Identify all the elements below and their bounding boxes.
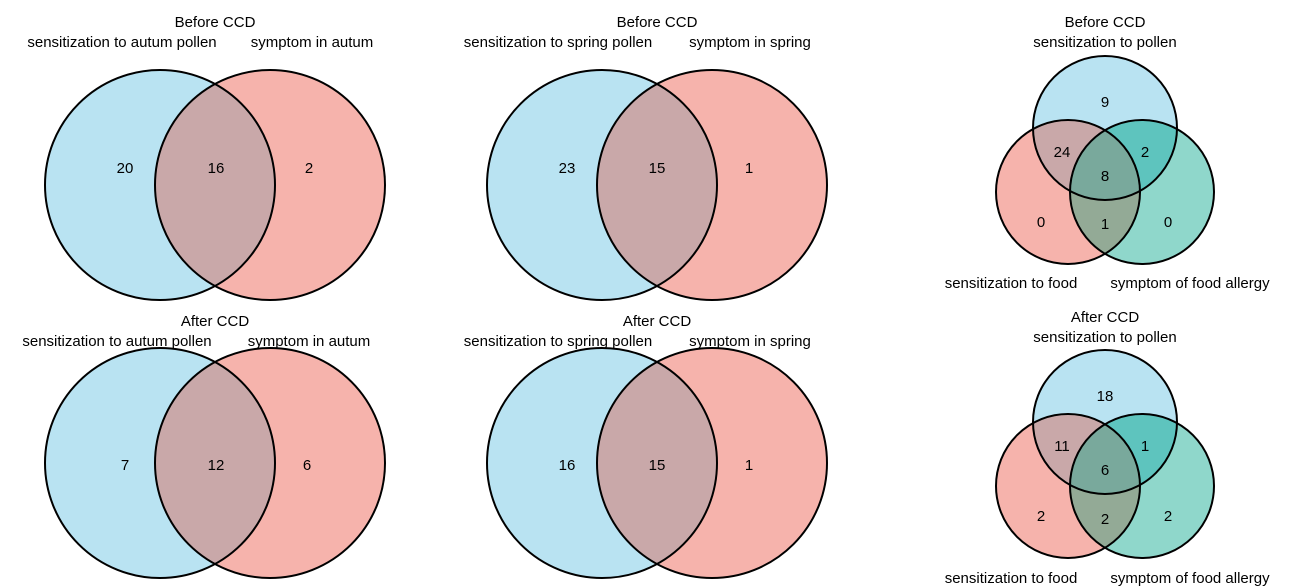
count-left-only: 7	[121, 457, 129, 474]
circle-left-outline	[44, 69, 276, 301]
count-right-only: 1	[745, 160, 753, 177]
panel-title: Before CCD	[617, 14, 698, 31]
venn-autumn-after: After CCD sensitization to autum pollen …	[22, 313, 386, 579]
venn-spring-before: Before CCD sensitization to spring polle…	[464, 14, 828, 301]
set-label-left: sensitization to spring pollen	[464, 34, 652, 51]
set-label-left: sensitization to food	[945, 570, 1078, 587]
set-label-left: sensitization to autum pollen	[27, 34, 216, 51]
count-symptom-only: 2	[1164, 508, 1172, 525]
overlap-region	[155, 70, 275, 300]
set-label-right: symptom of food allergy	[1110, 275, 1270, 292]
count-right-only: 2	[305, 160, 313, 177]
count-left-only: 23	[559, 160, 576, 177]
count-food-symptom: 1	[1101, 216, 1109, 233]
count-pollen-food: 11	[1054, 438, 1070, 455]
set-label-right: symptom in autum	[248, 333, 371, 350]
count-right-only: 1	[745, 457, 753, 474]
count-pollen-symptom: 1	[1141, 438, 1149, 455]
count-symptom-only: 0	[1164, 214, 1172, 231]
circle-right-outline	[154, 69, 386, 301]
set-label-top: sensitization to pollen	[1033, 34, 1176, 51]
count-all: 6	[1101, 462, 1109, 479]
overlap-region	[155, 348, 275, 578]
overlap-region	[597, 70, 717, 300]
count-left-only: 16	[559, 457, 576, 474]
circle-left-outline	[995, 413, 1141, 559]
circle-right-outline	[154, 347, 386, 579]
circle-right-outline	[1069, 413, 1215, 559]
count-both: 16	[208, 160, 225, 177]
set-label-right: symptom of food allergy	[1110, 570, 1270, 587]
overlap-all	[1070, 414, 1140, 494]
panel-title: After CCD	[181, 313, 250, 330]
count-pollen-only: 18	[1097, 388, 1114, 405]
circle-right-outline	[596, 347, 828, 579]
circle-left-outline	[995, 119, 1141, 265]
set-label-top: sensitization to pollen	[1033, 329, 1176, 346]
set-label-right: symptom in spring	[689, 34, 811, 51]
count-both: 15	[649, 457, 666, 474]
venn-autumn-before: Before CCD sensitization to autum pollen…	[27, 14, 386, 301]
count-food-only: 0	[1037, 214, 1045, 231]
circle-right-outline	[1069, 119, 1215, 265]
count-pollen-symptom: 2	[1141, 144, 1149, 161]
count-both: 12	[208, 457, 225, 474]
set-label-right: symptom in spring	[689, 333, 811, 350]
count-food-only: 2	[1037, 508, 1045, 525]
venn-triple-before: Before CCD sensitization to pollen 9 24 …	[945, 14, 1270, 292]
set-label-left: sensitization to food	[945, 275, 1078, 292]
circle-left-outline	[486, 69, 718, 301]
circle-left-outline	[486, 347, 718, 579]
set-label-left: sensitization to autum pollen	[22, 333, 211, 350]
circle-right-outline	[596, 69, 828, 301]
overlap-all	[1070, 120, 1140, 200]
set-label-right: symptom in autum	[251, 34, 374, 51]
count-both: 15	[649, 160, 666, 177]
count-pollen-food: 24	[1054, 144, 1071, 161]
panel-title: Before CCD	[175, 14, 256, 31]
count-pollen-only: 9	[1101, 94, 1109, 111]
venn-spring-after: After CCD sensitization to spring pollen…	[464, 313, 828, 579]
panel-title: After CCD	[623, 313, 692, 330]
venn-triple-after: After CCD sensitization to pollen 18 11 …	[945, 309, 1270, 587]
panel-title: Before CCD	[1065, 14, 1146, 31]
count-left-only: 20	[117, 160, 134, 177]
overlap-region	[597, 348, 717, 578]
set-label-left: sensitization to spring pollen	[464, 333, 652, 350]
panel-title: After CCD	[1071, 309, 1140, 326]
circle-left-outline	[44, 347, 276, 579]
count-food-symptom: 2	[1101, 511, 1109, 528]
count-all: 8	[1101, 168, 1109, 185]
count-right-only: 6	[303, 457, 311, 474]
